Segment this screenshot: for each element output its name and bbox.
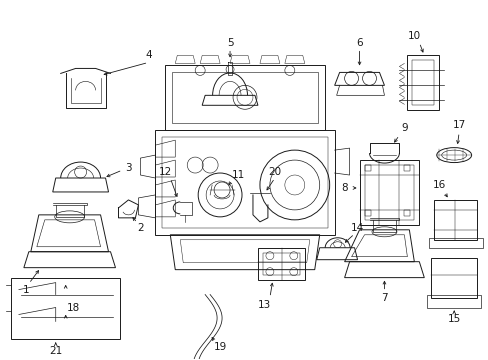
Text: 17: 17 <box>451 120 465 130</box>
Text: 20: 20 <box>268 167 281 177</box>
Text: 5: 5 <box>226 37 233 48</box>
Text: 3: 3 <box>125 163 131 173</box>
Text: 16: 16 <box>432 180 445 190</box>
Text: 10: 10 <box>407 31 420 41</box>
Text: 15: 15 <box>447 314 460 324</box>
Text: 12: 12 <box>159 167 172 177</box>
Text: 8: 8 <box>341 183 347 193</box>
Text: 1: 1 <box>22 284 29 294</box>
Text: 4: 4 <box>145 50 151 60</box>
Text: 21: 21 <box>49 346 62 356</box>
Text: 18: 18 <box>67 302 80 312</box>
Text: 14: 14 <box>350 223 364 233</box>
Text: 7: 7 <box>380 293 387 302</box>
Text: 9: 9 <box>400 123 407 133</box>
Text: 11: 11 <box>231 170 244 180</box>
Text: 2: 2 <box>137 223 143 233</box>
Text: 6: 6 <box>356 37 362 48</box>
Text: 19: 19 <box>213 342 226 352</box>
Text: 13: 13 <box>258 300 271 310</box>
